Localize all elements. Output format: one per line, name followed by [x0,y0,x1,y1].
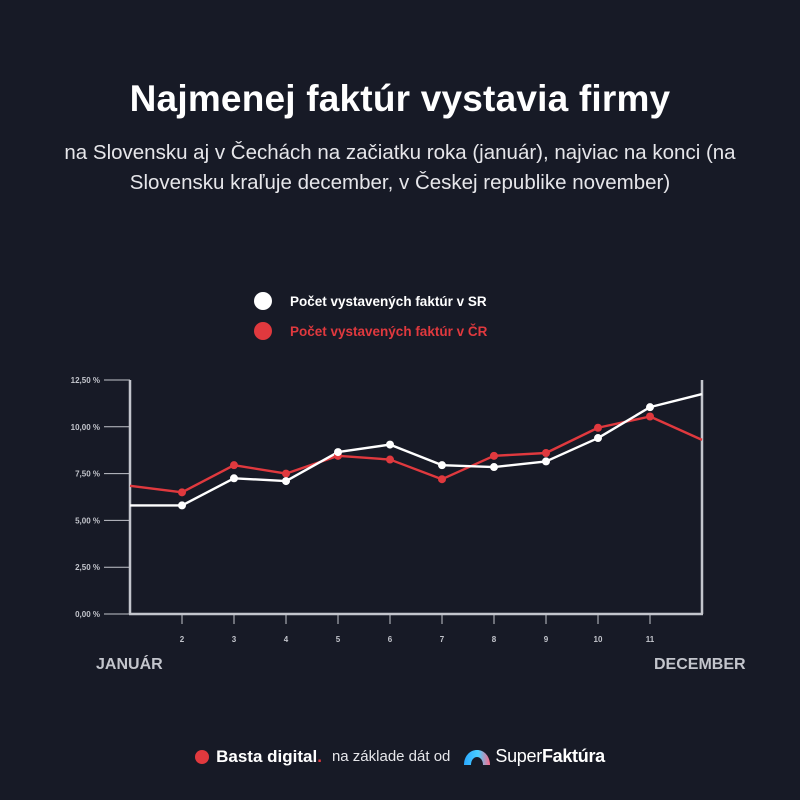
x-axis-end-label: DECEMBER [654,656,746,673]
x-tick-label: 9 [544,635,549,644]
data-point-cr [386,455,394,464]
source-text: na základe dát od [331,748,451,765]
data-point-sr [282,477,290,486]
y-tick-label: 5,00 % [75,516,100,525]
y-tick-label: 12,50 % [71,376,100,385]
data-point-cr [542,449,550,458]
y-tick-label: 0,00 % [75,610,100,619]
x-tick-label: 10 [594,635,603,644]
chart-title: Najmenej faktúr vystavia firmy [129,78,671,119]
y-tick-label: 2,50 % [75,563,100,572]
series-line-cr [129,415,703,494]
brand-name: Basta digital [216,746,318,766]
data-point-cr [282,469,290,478]
data-point-sr [646,403,654,412]
brand-period: . [317,746,322,766]
legend-dot-cr-icon [254,322,272,340]
chart-subtitle: na Slovensku aj v Čechách na začiatku ro… [64,141,736,194]
data-point-cr [438,475,446,484]
data-point-sr [542,457,550,466]
data-point-cr [646,412,654,421]
series-line-sr [130,392,703,507]
x-axis-start-label: JANUÁR [96,656,163,673]
data-point-sr [490,463,498,472]
x-tick-label: 8 [492,635,497,644]
legend-item-cr: Počet vystavených faktúr v ČR [254,316,487,346]
data-point-cr [178,488,186,497]
legend-label-sr: Počet vystavených faktúr v SR [290,293,487,309]
x-tick-label: 11 [646,635,655,644]
data-point-cr [230,461,238,470]
partner-name-prefix: Super [495,746,542,766]
partner-name: SuperFaktúra [495,746,605,767]
y-tick-label: 7,50 % [75,470,100,479]
x-tick-label: 2 [180,635,185,644]
x-tick-label: 7 [440,635,445,644]
data-point-sr [230,474,238,483]
x-tick-label: 5 [336,635,341,644]
brand-dot-icon [195,749,210,764]
data-point-sr [178,501,186,510]
partner-name-suffix: Faktúra [541,746,605,766]
legend-label-cr: Počet vystavených faktúr v ČR [290,323,488,339]
legend-item-sr: Počet vystavených faktúr v SR [254,286,487,316]
legend-dot-sr-icon [254,292,272,310]
y-tick-label: 10,00 % [71,423,100,432]
data-point-sr [334,448,342,457]
x-tick-label: 3 [232,635,237,644]
data-point-cr [490,451,498,460]
data-point-sr [386,440,394,449]
footer: Basta digital . na základe dát od SuperF… [0,746,800,767]
data-point-sr [438,461,446,470]
x-tick-label: 6 [388,635,393,644]
x-tick-label: 4 [284,635,289,644]
legend: Počet vystavených faktúr v SR Počet vyst… [254,286,487,346]
superfaktura-logo-icon [464,749,491,765]
data-point-cr [594,423,602,432]
data-point-sr [594,434,602,443]
